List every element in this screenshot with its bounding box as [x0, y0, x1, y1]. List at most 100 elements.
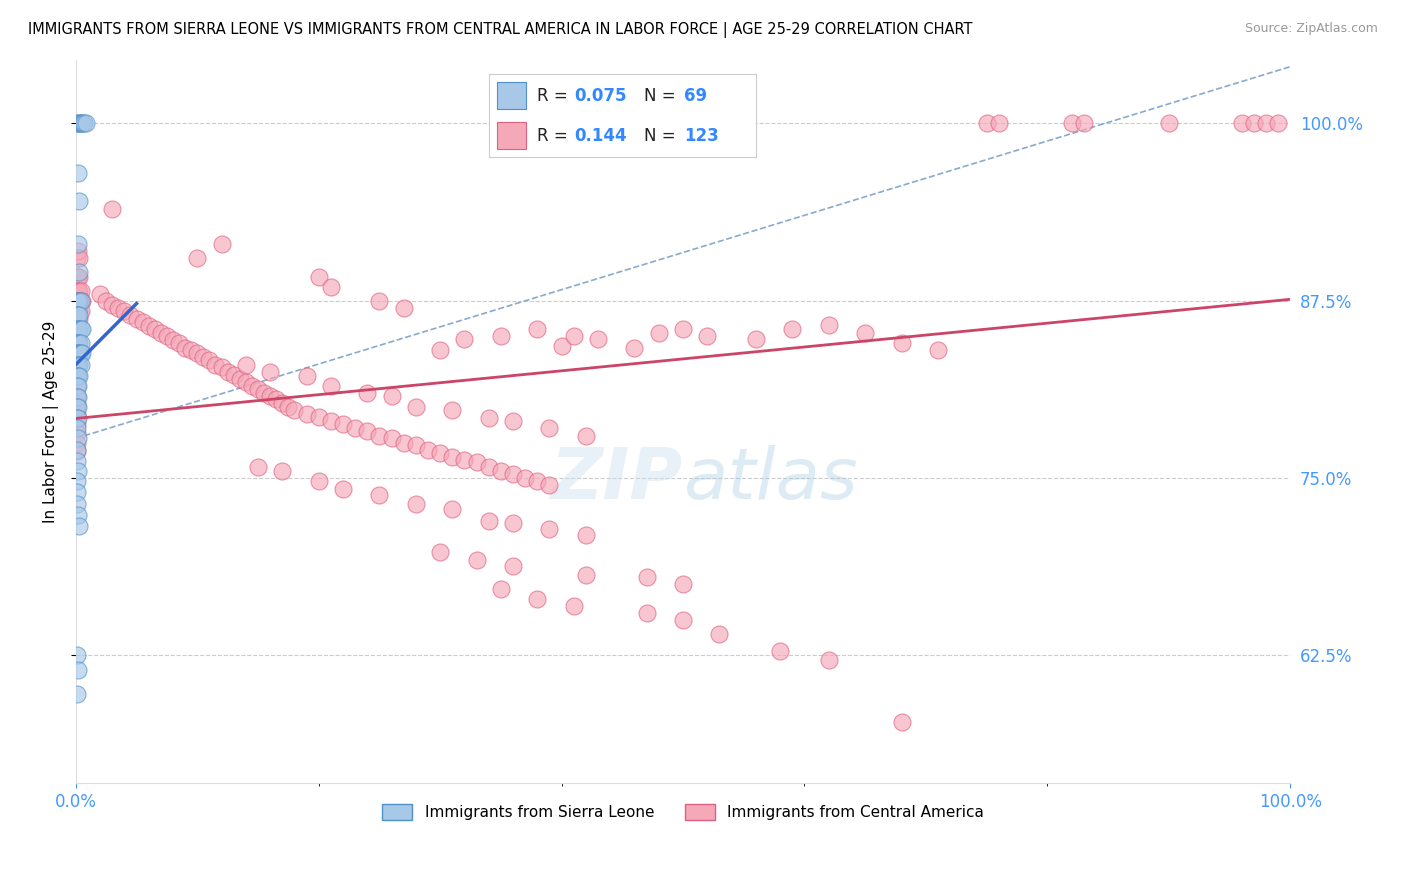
Point: [295, 368, 318, 383]
Point: [67, 322, 90, 336]
Point: [368, 428, 391, 442]
Point: [67, 368, 90, 383]
Point: [709, 627, 731, 641]
Point: [465, 455, 488, 469]
Point: [259, 365, 281, 379]
Point: [235, 358, 257, 372]
Point: [277, 400, 299, 414]
Point: [405, 438, 427, 452]
Point: [67, 265, 90, 279]
Point: [73, 116, 96, 130]
Text: IMMIGRANTS FROM SIERRA LEONE VS IMMIGRANTS FROM CENTRAL AMERICA IN LABOR FORCE |: IMMIGRANTS FROM SIERRA LEONE VS IMMIGRAN…: [28, 22, 973, 38]
Point: [89, 286, 111, 301]
Point: [138, 319, 160, 334]
Point: [67, 390, 90, 404]
Point: [69, 322, 91, 336]
Point: [66, 312, 89, 326]
Point: [156, 329, 179, 343]
Point: [246, 382, 269, 396]
Point: [817, 318, 839, 332]
Point: [283, 403, 305, 417]
Point: [240, 379, 263, 393]
Point: [66, 379, 89, 393]
Point: [416, 442, 439, 457]
Point: [575, 428, 598, 442]
Text: Source: ZipAtlas.com: Source: ZipAtlas.com: [1244, 22, 1378, 36]
Point: [769, 644, 792, 658]
Point: [66, 497, 89, 511]
Point: [112, 303, 135, 318]
Point: [67, 358, 90, 372]
Point: [67, 508, 90, 522]
Point: [332, 417, 354, 432]
Point: [586, 332, 609, 346]
Point: [380, 389, 402, 403]
Point: [489, 582, 512, 596]
Point: [67, 464, 90, 478]
Point: [67, 368, 90, 383]
Point: [890, 336, 912, 351]
Point: [575, 528, 598, 542]
Point: [66, 360, 89, 375]
Point: [66, 389, 89, 403]
Point: [66, 251, 89, 265]
Point: [319, 279, 342, 293]
Point: [67, 116, 90, 130]
Point: [186, 346, 208, 360]
Point: [66, 444, 89, 458]
Point: [1073, 116, 1095, 130]
Point: [332, 483, 354, 497]
Point: [67, 308, 90, 322]
Point: [67, 293, 90, 308]
Point: [211, 360, 233, 375]
Point: [66, 332, 89, 346]
Point: [66, 322, 89, 336]
Point: [125, 312, 148, 326]
Point: [67, 293, 90, 308]
Point: [623, 341, 645, 355]
Point: [66, 293, 89, 308]
Point: [308, 269, 330, 284]
Point: [429, 343, 451, 358]
Point: [1060, 116, 1083, 130]
Point: [780, 322, 803, 336]
Point: [392, 301, 415, 315]
Point: [66, 368, 89, 383]
Point: [66, 368, 89, 383]
Point: [67, 293, 90, 308]
Point: [101, 298, 124, 312]
Point: [368, 293, 391, 308]
Point: [271, 464, 294, 478]
Text: atlas: atlas: [683, 445, 858, 514]
Point: [380, 431, 402, 445]
Point: [66, 358, 89, 372]
Point: [67, 166, 90, 180]
Point: [538, 522, 561, 536]
Point: [67, 284, 90, 298]
Point: [66, 474, 89, 488]
Point: [66, 442, 89, 457]
Point: [538, 478, 561, 492]
Point: [672, 577, 695, 591]
Point: [67, 284, 90, 298]
Point: [67, 341, 90, 355]
Point: [235, 375, 257, 389]
Point: [66, 341, 89, 355]
Point: [107, 301, 129, 315]
Point: [72, 116, 94, 130]
Point: [66, 379, 89, 393]
Point: [211, 237, 233, 252]
Point: [70, 346, 93, 360]
Point: [429, 445, 451, 459]
Point: [562, 329, 585, 343]
Point: [69, 293, 91, 308]
Point: [66, 322, 89, 336]
Point: [67, 332, 90, 346]
Point: [562, 599, 585, 613]
Point: [66, 293, 89, 308]
Point: [149, 326, 172, 341]
Point: [489, 464, 512, 478]
Point: [927, 343, 949, 358]
Point: [295, 407, 318, 421]
Point: [1243, 116, 1265, 130]
